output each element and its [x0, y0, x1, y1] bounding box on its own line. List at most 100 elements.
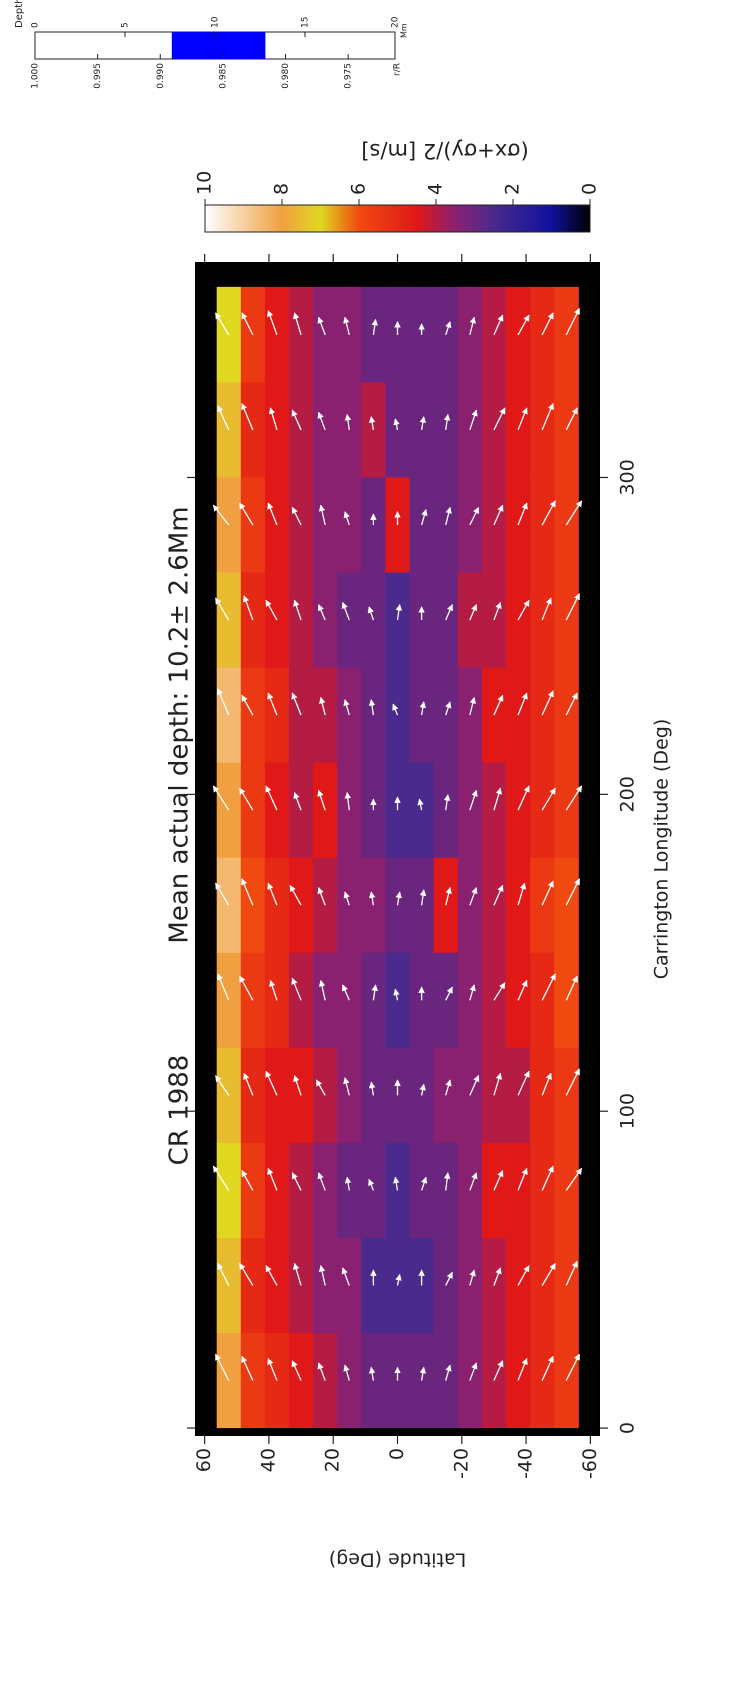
vector-arrow	[268, 407, 278, 431]
vector-arrow	[239, 975, 254, 1001]
vector-arrow	[517, 1357, 528, 1381]
vector-arrow	[395, 891, 402, 906]
vector-arrow	[291, 1172, 302, 1191]
inset-r-tick-label: 1.000	[31, 63, 41, 89]
vector-arrow	[493, 1267, 502, 1286]
vector-arrow	[371, 318, 378, 335]
vector-arrow	[343, 511, 350, 526]
vector-arrow	[344, 1176, 352, 1191]
vector-arrow	[469, 604, 478, 621]
vector-arrow	[469, 1269, 476, 1286]
vector-arrow	[445, 887, 452, 906]
vector-arrow	[541, 690, 554, 716]
vector-arrow	[419, 701, 427, 716]
vector-arrow	[445, 506, 452, 526]
vector-arrow	[343, 699, 350, 716]
chart-subtitle: Mean actual depth: 10.2± 2.6Mm	[165, 506, 195, 943]
inset-r-tick-label: 0.985	[218, 63, 228, 89]
vector-arrow	[445, 604, 453, 621]
inset-r-tick-label: 0.975	[344, 63, 354, 89]
vector-arrow	[315, 1079, 326, 1096]
vector-arrow	[493, 1072, 502, 1096]
vector-arrow	[343, 1077, 350, 1096]
vector-arrow	[445, 701, 452, 716]
vector-arrow	[239, 502, 254, 526]
vector-arrow	[293, 312, 302, 336]
vector-arrow	[565, 593, 581, 621]
vector-arrow	[368, 891, 376, 906]
vector-arrow	[371, 984, 378, 1001]
vector-arrow	[517, 314, 530, 336]
vector-arrow	[317, 316, 326, 336]
vector-arrow	[541, 1072, 552, 1096]
vector-arrow	[419, 1366, 427, 1381]
vector-arrow	[517, 1167, 528, 1191]
x-tick-label: 200	[617, 776, 639, 812]
inset-r-tick-label: 0.980	[281, 63, 291, 89]
y-tick-label: -40	[515, 1448, 537, 1479]
colorbar-tick-label: 0	[579, 183, 601, 195]
colorbar-tick-label: 6	[348, 183, 370, 195]
colorbar-tick-label: 8	[271, 183, 293, 195]
vector-arrow	[343, 316, 350, 336]
vector-arrow	[517, 502, 528, 526]
vector-arrow	[393, 1176, 400, 1191]
inset-depth-tick-label: 5	[121, 22, 131, 28]
vector-arrow	[212, 504, 230, 526]
inset-r-tick-label: 0.995	[93, 63, 103, 89]
vector-arrow	[318, 1265, 326, 1286]
vector-arrow	[317, 1172, 326, 1191]
inset-depth-tick-label: 15	[301, 17, 311, 28]
inset-r-tick-label: 0.990	[156, 63, 166, 89]
vector-arrow	[368, 1178, 375, 1191]
vector-arrow	[265, 1265, 278, 1286]
y-tick-label: 20	[322, 1448, 344, 1472]
vector-arrow	[243, 595, 254, 621]
vector-arrow	[417, 798, 424, 811]
vector-arrow	[267, 1357, 278, 1381]
vector-arrow	[341, 601, 350, 621]
chart-title: CR 1988	[165, 1055, 195, 1166]
vector-arrow	[517, 979, 528, 1001]
vector-arrow	[493, 504, 504, 526]
vector-arrow	[368, 416, 376, 431]
vector-arrow	[445, 1364, 452, 1381]
vector-arrow	[317, 411, 326, 431]
vector-arrow	[443, 794, 451, 811]
vector-arrow	[420, 508, 428, 526]
vector-arrow	[291, 692, 302, 716]
vector-arrow	[565, 307, 581, 336]
vector-arrow	[541, 1165, 554, 1191]
vector-arrow	[241, 402, 254, 431]
vector-arrow	[445, 986, 453, 1001]
vector-arrow	[469, 789, 478, 811]
vector-arrow	[541, 1355, 554, 1381]
vector-arrow	[419, 416, 427, 431]
vector-arrow	[469, 409, 478, 431]
vector-arrow	[269, 979, 278, 1001]
vector-arrow	[493, 982, 506, 1001]
vector-arrow	[469, 1362, 478, 1381]
vector-arrow	[293, 1262, 302, 1286]
vector-arrow	[419, 1083, 426, 1096]
vector-arrow	[565, 692, 578, 716]
vector-arrow	[241, 1355, 254, 1381]
vector-arrow	[368, 1366, 376, 1381]
vector-arrow	[565, 975, 578, 1001]
vector-arrow	[217, 405, 230, 431]
vector-arrow	[469, 316, 476, 336]
vector-arrow	[215, 1075, 230, 1096]
vector-arrow	[368, 699, 376, 716]
vector-arrow	[541, 312, 554, 336]
vector-arrow	[212, 785, 230, 811]
vector-arrow	[214, 597, 230, 621]
vector-arrow	[565, 1068, 581, 1096]
vector-arrow	[493, 787, 502, 811]
vector-arrow	[214, 1353, 230, 1381]
vector-arrow	[291, 506, 302, 526]
vector-arrow	[565, 407, 578, 431]
vector-arrow	[541, 1262, 556, 1286]
vector-arrow	[214, 882, 230, 906]
